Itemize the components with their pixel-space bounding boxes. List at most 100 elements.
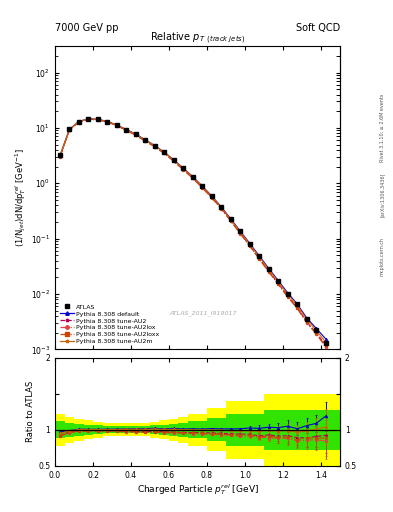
Y-axis label: Ratio to ATLAS: Ratio to ATLAS	[26, 381, 35, 442]
Pythia 8.308 default	[143, 137, 148, 143]
Text: 7000 GeV pp: 7000 GeV pp	[55, 23, 119, 33]
Pythia 8.308 tune-AU2loxx	[67, 127, 72, 133]
Pythia 8.308 tune-AU2	[323, 342, 328, 348]
Pythia 8.308 tune-AU2lox	[276, 281, 281, 287]
Pythia 8.308 tune-AU2lox	[95, 117, 100, 123]
Pythia 8.308 tune-AU2m	[228, 217, 233, 223]
Pythia 8.308 tune-AU2lox	[228, 218, 233, 224]
Pythia 8.308 tune-AU2	[266, 268, 271, 274]
Pythia 8.308 default	[314, 325, 319, 331]
Pythia 8.308 tune-AU2loxx	[276, 281, 281, 287]
Pythia 8.308 default	[276, 278, 281, 284]
Pythia 8.308 tune-AU2lox	[314, 331, 319, 337]
Pythia 8.308 default	[257, 253, 262, 259]
X-axis label: Charged Particle $p_T^{rel}$ [GeV]: Charged Particle $p_T^{rel}$ [GeV]	[136, 482, 259, 498]
Pythia 8.308 tune-AU2lox	[114, 122, 119, 129]
Pythia 8.308 tune-AU2lox	[171, 158, 176, 164]
Pythia 8.308 tune-AU2m	[219, 204, 224, 210]
Pythia 8.308 tune-AU2m	[314, 327, 319, 333]
Pythia 8.308 tune-AU2loxx	[219, 206, 224, 212]
Pythia 8.308 tune-AU2loxx	[200, 184, 205, 190]
Text: ATLAS_2011_I919017: ATLAS_2011_I919017	[169, 310, 237, 316]
Text: Rivet 3.1.10; ≥ 2.6M events: Rivet 3.1.10; ≥ 2.6M events	[380, 94, 384, 162]
Pythia 8.308 tune-AU2loxx	[57, 154, 62, 160]
Pythia 8.308 default	[285, 290, 290, 296]
Pythia 8.308 tune-AU2loxx	[285, 293, 290, 300]
Pythia 8.308 tune-AU2loxx	[114, 122, 119, 129]
Pythia 8.308 default	[266, 265, 271, 271]
Pythia 8.308 tune-AU2	[314, 330, 319, 336]
Pythia 8.308 tune-AU2loxx	[314, 330, 319, 336]
Pythia 8.308 tune-AU2lox	[323, 344, 328, 350]
Pythia 8.308 tune-AU2lox	[152, 144, 157, 150]
Pythia 8.308 tune-AU2m	[67, 126, 72, 133]
Pythia 8.308 tune-AU2lox	[285, 294, 290, 300]
Pythia 8.308 tune-AU2	[285, 293, 290, 299]
Pythia 8.308 tune-AU2	[124, 127, 129, 133]
Pythia 8.308 tune-AU2m	[247, 241, 252, 247]
Pythia 8.308 tune-AU2m	[114, 122, 119, 128]
Pythia 8.308 tune-AU2	[200, 184, 205, 190]
Text: mcplots.cern.ch: mcplots.cern.ch	[380, 237, 384, 275]
Pythia 8.308 tune-AU2m	[276, 279, 281, 285]
Pythia 8.308 tune-AU2m	[304, 316, 309, 323]
Pythia 8.308 default	[76, 118, 81, 124]
Pythia 8.308 default	[67, 126, 72, 133]
Pythia 8.308 default	[124, 126, 129, 133]
Pythia 8.308 tune-AU2	[76, 119, 81, 125]
Pythia 8.308 default	[152, 142, 157, 148]
Pythia 8.308 tune-AU2m	[95, 116, 100, 122]
Pythia 8.308 tune-AU2lox	[57, 155, 62, 161]
Pythia 8.308 tune-AU2lox	[67, 127, 72, 134]
Pythia 8.308 default	[171, 157, 176, 163]
Pythia 8.308 tune-AU2m	[143, 137, 148, 143]
Pythia 8.308 tune-AU2	[238, 230, 242, 236]
Pythia 8.308 tune-AU2loxx	[257, 255, 262, 262]
Line: Pythia 8.308 tune-AU2lox: Pythia 8.308 tune-AU2lox	[59, 118, 327, 349]
Pythia 8.308 tune-AU2m	[323, 339, 328, 345]
Pythia 8.308 tune-AU2lox	[143, 138, 148, 144]
Pythia 8.308 default	[105, 118, 110, 124]
Pythia 8.308 tune-AU2	[295, 304, 299, 310]
Pythia 8.308 tune-AU2m	[86, 116, 91, 122]
Pythia 8.308 tune-AU2loxx	[105, 119, 110, 125]
Pythia 8.308 tune-AU2m	[152, 143, 157, 149]
Pythia 8.308 default	[304, 315, 309, 321]
Pythia 8.308 tune-AU2loxx	[238, 230, 242, 237]
Pythia 8.308 tune-AU2m	[200, 183, 205, 189]
Pythia 8.308 tune-AU2loxx	[76, 119, 81, 125]
Pythia 8.308 tune-AU2lox	[124, 127, 129, 133]
Pythia 8.308 tune-AU2loxx	[304, 319, 309, 325]
Line: Pythia 8.308 tune-AU2: Pythia 8.308 tune-AU2	[59, 118, 327, 347]
Pythia 8.308 tune-AU2m	[257, 254, 262, 260]
Pythia 8.308 tune-AU2loxx	[95, 117, 100, 123]
Pythia 8.308 tune-AU2lox	[76, 119, 81, 125]
Pythia 8.308 tune-AU2lox	[209, 195, 214, 201]
Pythia 8.308 tune-AU2	[67, 127, 72, 133]
Pythia 8.308 tune-AU2loxx	[228, 218, 233, 224]
Pythia 8.308 tune-AU2loxx	[247, 243, 252, 249]
Pythia 8.308 tune-AU2lox	[133, 132, 138, 138]
Pythia 8.308 tune-AU2loxx	[323, 343, 328, 349]
Pythia 8.308 tune-AU2m	[295, 302, 299, 308]
Pythia 8.308 default	[323, 336, 328, 342]
Pythia 8.308 tune-AU2	[209, 195, 214, 201]
Pythia 8.308 tune-AU2	[171, 158, 176, 164]
Pythia 8.308 tune-AU2	[219, 205, 224, 211]
Pythia 8.308 tune-AU2lox	[162, 151, 167, 157]
Pythia 8.308 tune-AU2lox	[266, 269, 271, 275]
Pythia 8.308 tune-AU2	[257, 255, 262, 262]
Title: Relative $p_T$ $_{(track\ jets)}$: Relative $p_T$ $_{(track\ jets)}$	[150, 31, 245, 46]
Legend: ATLAS, Pythia 8.308 default, Pythia 8.308 tune-AU2, Pythia 8.308 tune-AU2lox, Py: ATLAS, Pythia 8.308 default, Pythia 8.30…	[58, 303, 162, 346]
Pythia 8.308 default	[181, 165, 185, 172]
Pythia 8.308 tune-AU2	[95, 117, 100, 123]
Pythia 8.308 default	[57, 153, 62, 159]
Pythia 8.308 tune-AU2m	[181, 165, 185, 172]
Pythia 8.308 tune-AU2	[276, 281, 281, 287]
Pythia 8.308 default	[209, 193, 214, 199]
Pythia 8.308 tune-AU2loxx	[86, 116, 91, 122]
Pythia 8.308 tune-AU2m	[105, 118, 110, 124]
Line: Pythia 8.308 default: Pythia 8.308 default	[59, 117, 327, 340]
Line: Pythia 8.308 tune-AU2m: Pythia 8.308 tune-AU2m	[59, 117, 327, 344]
Pythia 8.308 tune-AU2m	[57, 154, 62, 160]
